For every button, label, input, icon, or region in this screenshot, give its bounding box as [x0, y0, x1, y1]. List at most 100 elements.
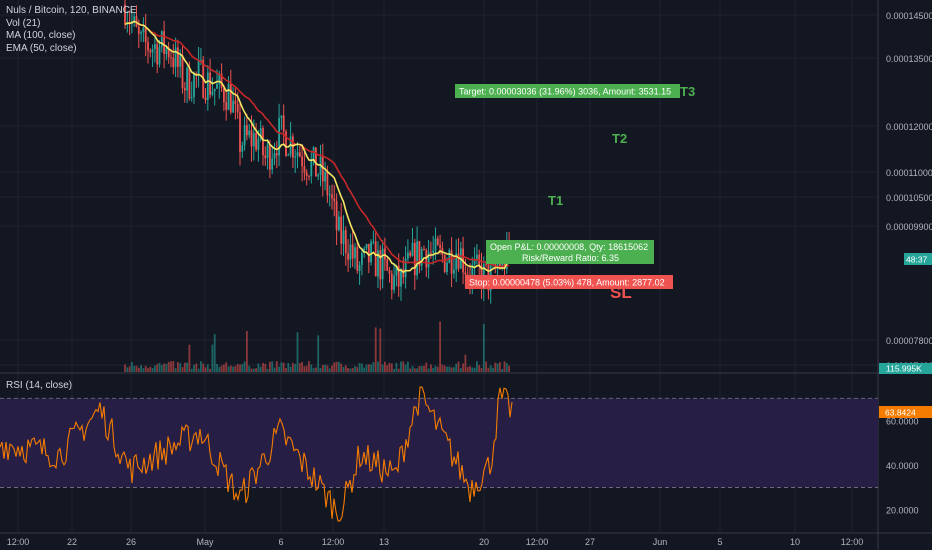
volume-bar	[349, 368, 352, 372]
volume-bar	[303, 366, 306, 372]
volume-bar	[149, 366, 152, 372]
volume-bar	[243, 361, 246, 372]
volume-bar	[404, 364, 407, 372]
candle-body	[206, 72, 209, 101]
volume-bar	[236, 363, 239, 372]
volume-bar	[439, 321, 441, 372]
pnl-box-line2: Risk/Reward Ratio: 6.35	[522, 253, 619, 263]
legend-ma[interactable]: MA (100, close)	[6, 30, 76, 41]
volume-bar	[393, 368, 395, 372]
legend-vol[interactable]: Vol (21)	[6, 17, 41, 29]
volume-bar	[183, 362, 186, 372]
volume-bar	[156, 364, 159, 372]
volume-bar	[140, 365, 142, 372]
volume-bar	[202, 363, 205, 372]
candle-body	[255, 133, 257, 150]
volume-bar	[315, 367, 317, 372]
volume-bar	[324, 364, 326, 372]
volume-bar	[250, 368, 253, 372]
volume-bar	[262, 362, 264, 372]
volume-bar	[151, 368, 154, 372]
candle-body	[434, 238, 437, 251]
y-tick-label: 0.00009900	[886, 222, 932, 232]
candle-body	[409, 252, 412, 256]
stop-box-label: Stop: 0.00000478 (5.03%) 478, Amount: 28…	[469, 278, 665, 288]
candle-body	[179, 55, 182, 67]
rsi-line	[0, 386, 513, 522]
volume-bar	[308, 361, 310, 372]
volume-bar	[423, 365, 425, 372]
volume-bar	[395, 362, 398, 372]
volume-bar	[411, 366, 414, 372]
legend-symbol[interactable]: Nuls / Bitcoin, 120, BINANCE	[6, 5, 137, 16]
volume-bar	[213, 334, 216, 372]
volume-bar	[264, 364, 267, 372]
volume-bar	[126, 367, 129, 372]
volume-bar	[273, 367, 276, 372]
volume-bar	[441, 364, 444, 372]
volume-bar	[434, 365, 437, 372]
volume-bar	[344, 365, 347, 372]
x-tick-label: 26	[126, 537, 136, 547]
volume-bar	[204, 367, 207, 372]
candle-body	[439, 244, 441, 248]
pnl-box-line1: Open P&L: 0.00000008, Qty: 18615062	[490, 242, 648, 252]
candle-body	[223, 87, 225, 103]
volume-bar	[289, 366, 292, 372]
volume-bar	[305, 365, 308, 372]
candle-body	[377, 250, 379, 277]
candle-body	[188, 67, 191, 99]
candle-body	[160, 31, 163, 47]
candle-body	[446, 262, 448, 272]
legend-ema[interactable]: EMA (50, close)	[6, 42, 77, 54]
volume-bar	[384, 361, 386, 372]
candle-body	[347, 253, 349, 260]
volume-bar	[165, 364, 168, 372]
volume-bar	[469, 366, 471, 372]
volume-bar	[266, 368, 269, 372]
candle-body	[278, 117, 280, 156]
x-tick-label: Jun	[653, 537, 668, 547]
candle-body	[305, 172, 308, 176]
x-tick-label: 20	[479, 537, 489, 547]
candle-body	[197, 60, 200, 74]
target-box-label: Target: 0.00003036 (31.96%) 3036, Amount…	[459, 87, 671, 97]
candle-body	[432, 250, 435, 253]
candle-body	[280, 115, 283, 118]
volume-bar	[459, 368, 462, 372]
volume-bar	[457, 361, 460, 372]
volume-bar	[487, 367, 490, 372]
candle-body	[243, 125, 246, 146]
volume-bar	[386, 365, 389, 372]
volume-bar	[430, 364, 432, 372]
candle-body	[183, 88, 186, 91]
x-tick-label: 10	[790, 537, 800, 547]
candle-body	[211, 91, 214, 95]
candle-body	[397, 265, 400, 287]
volume-bar	[255, 368, 257, 372]
candle-body	[220, 73, 223, 88]
volume-bar	[209, 368, 211, 372]
volume-bar	[190, 368, 193, 372]
volume-bar	[427, 368, 430, 372]
volume-bar	[174, 368, 177, 372]
candle-body	[241, 145, 244, 152]
volume-bar	[499, 362, 501, 372]
candle-body	[269, 144, 271, 170]
volume-bar	[142, 368, 145, 372]
ema50-line	[124, 20, 510, 274]
candle-body	[200, 59, 202, 61]
volume-bar	[455, 363, 458, 372]
volume-bar	[188, 344, 191, 372]
t2-label: T2	[612, 131, 627, 146]
candle-body	[453, 269, 455, 274]
candle-body	[292, 136, 294, 158]
rsi-title[interactable]: RSI (14, close)	[6, 380, 73, 391]
candle-body	[225, 102, 228, 110]
volume-bar	[354, 366, 356, 372]
volume-bar	[471, 367, 474, 372]
candle-body	[248, 130, 251, 136]
candle-body	[308, 175, 310, 177]
candle-body	[227, 84, 230, 110]
